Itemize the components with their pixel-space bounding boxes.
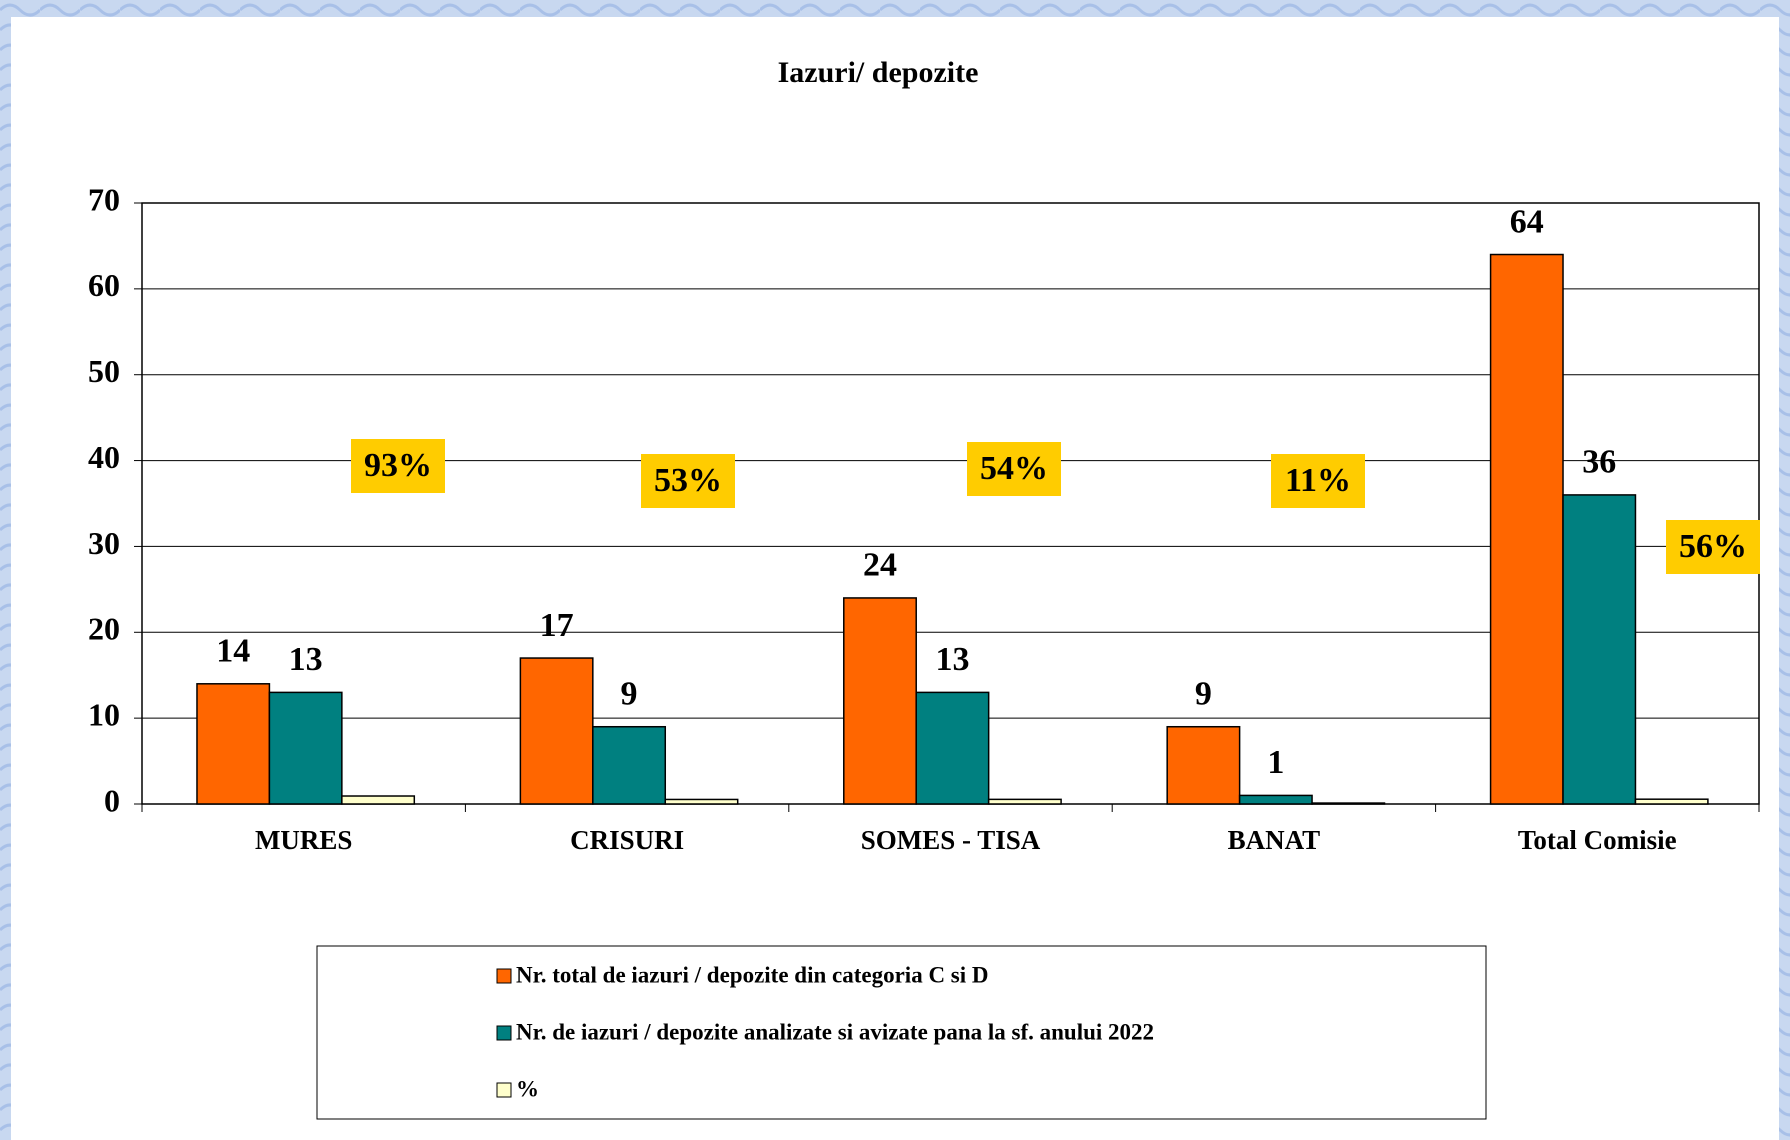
bar bbox=[196, 683, 271, 805]
y-tick-label: 0 bbox=[104, 782, 120, 818]
y-tick-label: 40 bbox=[88, 439, 120, 475]
data-label: 36 bbox=[1582, 444, 1616, 481]
bar bbox=[1238, 794, 1313, 805]
y-tick-label: 20 bbox=[88, 611, 120, 647]
bar bbox=[341, 795, 416, 805]
data-label: 9 bbox=[1195, 676, 1212, 713]
bar bbox=[1634, 798, 1709, 805]
data-label: 11% bbox=[1285, 462, 1351, 499]
bar bbox=[519, 657, 594, 805]
data-label: 1 bbox=[1267, 744, 1284, 781]
percent-label-box bbox=[967, 442, 1061, 496]
legend-swatch bbox=[496, 968, 512, 984]
bar bbox=[1562, 494, 1637, 805]
bar bbox=[987, 798, 1062, 805]
percent-label-box bbox=[1271, 454, 1365, 508]
legend-label: Nr. total de iazuri / depozite din categ… bbox=[516, 962, 989, 987]
bar bbox=[268, 691, 343, 805]
bar bbox=[1166, 725, 1241, 805]
data-label: 17 bbox=[540, 607, 574, 644]
data-label: 9 bbox=[621, 676, 638, 713]
y-tick-label: 30 bbox=[88, 525, 120, 561]
legend-swatch bbox=[496, 1082, 512, 1098]
bar bbox=[664, 798, 739, 805]
bar bbox=[843, 597, 917, 805]
data-label: 93% bbox=[364, 447, 432, 484]
data-label: 24 bbox=[863, 547, 897, 584]
data-label: 53% bbox=[654, 462, 722, 499]
data-label: 56% bbox=[1679, 528, 1747, 565]
y-tick-label: 70 bbox=[88, 181, 120, 217]
data-label: 64 bbox=[1510, 203, 1544, 240]
data-label: 13 bbox=[935, 641, 969, 678]
x-tick-label: BANAT bbox=[1228, 825, 1321, 855]
percent-label-box bbox=[641, 454, 735, 508]
x-tick-label: Total Comisie bbox=[1518, 825, 1677, 855]
percent-label-box bbox=[351, 439, 445, 493]
percent-label-box bbox=[1666, 520, 1760, 574]
chart-title: Iazuri/ depozite bbox=[778, 56, 979, 89]
bar bbox=[915, 691, 990, 805]
y-tick-label: 60 bbox=[88, 267, 120, 303]
bar bbox=[592, 725, 667, 805]
bar bbox=[1489, 253, 1564, 805]
x-tick-label: SOMES - TISA bbox=[861, 825, 1041, 855]
bar bbox=[1311, 802, 1386, 805]
data-label: 14 bbox=[216, 633, 250, 670]
y-tick-label: 50 bbox=[88, 353, 120, 389]
legend-label: % bbox=[516, 1076, 539, 1101]
legend-swatch bbox=[496, 1025, 512, 1041]
x-tick-label: MURES bbox=[255, 825, 353, 855]
data-label: 13 bbox=[289, 641, 323, 678]
legend-label: Nr. de iazuri / depozite analizate si av… bbox=[516, 1019, 1154, 1044]
y-tick-label: 10 bbox=[88, 696, 120, 732]
data-label: 54% bbox=[980, 450, 1048, 487]
legend bbox=[316, 945, 1487, 1120]
x-tick-label: CRISURI bbox=[570, 825, 684, 855]
